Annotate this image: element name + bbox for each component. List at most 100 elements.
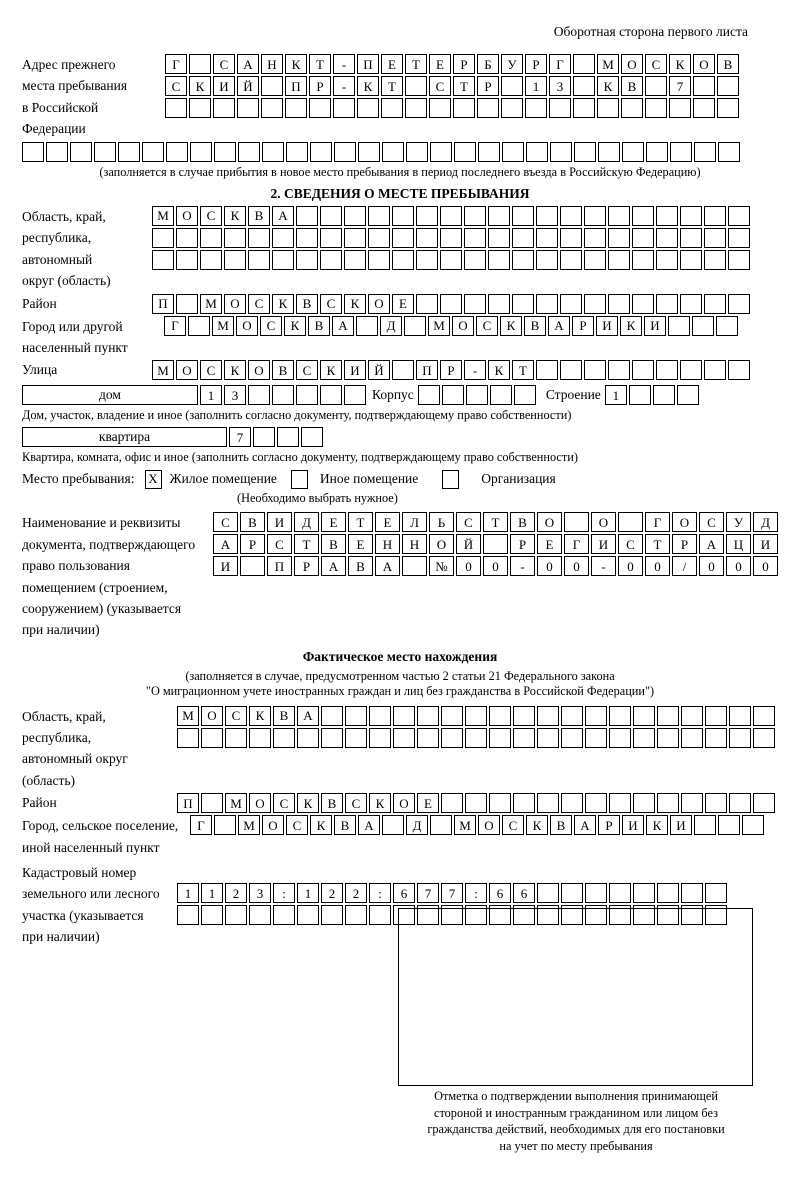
char-cell[interactable]: О xyxy=(693,54,715,74)
char-cell[interactable] xyxy=(441,705,463,726)
char-cell[interactable] xyxy=(717,76,739,96)
char-cell[interactable] xyxy=(680,293,702,314)
char-cell[interactable]: Р xyxy=(309,76,331,96)
char-cell[interactable] xyxy=(693,76,715,96)
char-cell[interactable]: Г xyxy=(164,315,186,336)
char-cell[interactable]: А xyxy=(237,54,259,74)
char-cell[interactable]: С xyxy=(200,205,222,226)
char-cell[interactable] xyxy=(166,141,188,162)
char-cell[interactable] xyxy=(176,227,198,248)
char-cell[interactable] xyxy=(501,98,523,118)
char-cell[interactable] xyxy=(718,815,740,836)
char-cell[interactable]: О xyxy=(393,793,415,814)
char-cell[interactable] xyxy=(310,141,332,162)
char-cell[interactable] xyxy=(680,227,702,248)
char-cell[interactable] xyxy=(483,534,508,555)
char-cell[interactable]: 0 xyxy=(699,556,724,577)
char-cell[interactable] xyxy=(608,293,630,314)
char-cell[interactable]: Р xyxy=(525,54,547,74)
char-cell[interactable] xyxy=(704,227,726,248)
char-cell[interactable]: В xyxy=(717,54,739,74)
char-cell[interactable] xyxy=(189,98,211,118)
char-cell[interactable]: М xyxy=(177,705,199,726)
stamp-box[interactable] xyxy=(398,908,753,1086)
char-cell[interactable]: Р xyxy=(294,556,319,577)
char-cell[interactable]: А xyxy=(375,556,400,577)
char-cell[interactable] xyxy=(489,727,511,748)
char-cell[interactable] xyxy=(369,905,391,926)
char-cell[interactable]: М xyxy=(597,54,619,74)
char-cell[interactable] xyxy=(320,227,342,248)
char-cell[interactable] xyxy=(321,905,343,926)
char-cell[interactable] xyxy=(368,227,390,248)
char-cell[interactable] xyxy=(646,141,668,162)
char-cell[interactable]: И xyxy=(753,534,778,555)
char-cell[interactable]: К xyxy=(620,315,642,336)
char-cell[interactable]: В xyxy=(334,815,356,836)
char-cell[interactable] xyxy=(489,905,511,926)
char-cell[interactable]: К xyxy=(597,76,619,96)
char-cell[interactable]: 2 xyxy=(345,883,367,904)
char-cell[interactable]: К xyxy=(646,815,668,836)
char-cell[interactable] xyxy=(152,227,174,248)
char-cell[interactable]: Т xyxy=(309,54,331,74)
char-cell[interactable] xyxy=(657,883,679,904)
char-cell[interactable] xyxy=(537,727,559,748)
char-cell[interactable] xyxy=(584,205,606,226)
char-cell[interactable]: : xyxy=(273,883,295,904)
char-cell[interactable]: 0 xyxy=(726,556,751,577)
char-cell[interactable] xyxy=(392,360,414,381)
char-cell[interactable] xyxy=(680,360,702,381)
char-cell[interactable]: Р xyxy=(572,315,594,336)
char-cell[interactable]: С xyxy=(286,815,308,836)
char-cell[interactable] xyxy=(574,141,596,162)
char-cell[interactable]: Т xyxy=(294,534,319,555)
char-cell[interactable]: 7 xyxy=(669,76,691,96)
char-cell[interactable] xyxy=(656,293,678,314)
char-cell[interactable]: 0 xyxy=(618,556,643,577)
char-cell[interactable]: О xyxy=(591,512,616,533)
char-cell[interactable] xyxy=(392,249,414,270)
char-cell[interactable]: 3 xyxy=(249,883,271,904)
char-cell[interactable] xyxy=(633,905,655,926)
cell-row[interactable] xyxy=(152,227,750,248)
char-cell[interactable] xyxy=(465,727,487,748)
char-cell[interactable] xyxy=(705,905,727,926)
char-cell[interactable]: 7 xyxy=(441,883,463,904)
char-cell[interactable] xyxy=(753,793,775,814)
char-cell[interactable]: М xyxy=(152,205,174,226)
char-cell[interactable] xyxy=(621,98,643,118)
char-cell[interactable] xyxy=(561,883,583,904)
char-cell[interactable] xyxy=(405,76,427,96)
char-cell[interactable]: С xyxy=(225,705,247,726)
char-cell[interactable] xyxy=(728,360,750,381)
char-cell[interactable]: Е xyxy=(375,512,400,533)
char-cell[interactable] xyxy=(681,727,703,748)
char-cell[interactable]: С xyxy=(699,512,724,533)
char-cell[interactable]: А xyxy=(332,315,354,336)
char-cell[interactable]: И xyxy=(213,556,238,577)
char-cell[interactable] xyxy=(537,793,559,814)
char-cell[interactable]: - xyxy=(333,76,355,96)
char-cell[interactable] xyxy=(728,249,750,270)
char-cell[interactable] xyxy=(633,883,655,904)
char-cell[interactable]: О xyxy=(368,293,390,314)
char-cell[interactable] xyxy=(729,727,751,748)
char-cell[interactable]: И xyxy=(670,815,692,836)
char-cell[interactable] xyxy=(201,793,223,814)
char-cell[interactable]: Р xyxy=(440,360,462,381)
char-cell[interactable] xyxy=(561,727,583,748)
char-cell[interactable] xyxy=(402,556,427,577)
char-cell[interactable] xyxy=(176,293,198,314)
char-cell[interactable]: А xyxy=(574,815,596,836)
char-cell[interactable]: 3 xyxy=(224,385,246,406)
char-cell[interactable] xyxy=(224,249,246,270)
char-cell[interactable] xyxy=(177,905,199,926)
char-cell[interactable] xyxy=(585,883,607,904)
cell-row[interactable] xyxy=(177,727,775,748)
char-cell[interactable]: О xyxy=(248,360,270,381)
korpus-cells[interactable] xyxy=(417,385,536,406)
